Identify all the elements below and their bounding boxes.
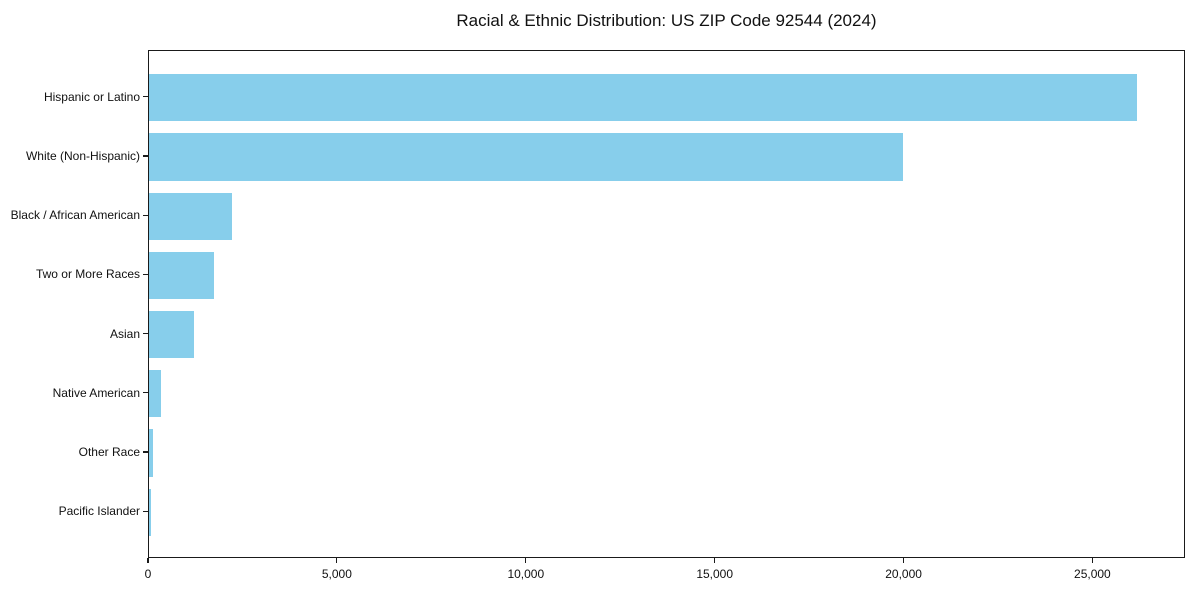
y-tick-mark: [143, 96, 148, 98]
y-tick-label-pacific-islander: Pacific Islander: [58, 504, 140, 519]
x-tick-label: 10,000: [507, 567, 545, 581]
y-tick-label-native-american: Native American: [52, 385, 140, 400]
x-tick-label: 20,000: [885, 567, 922, 581]
y-tick-label-hispanic-or-latino: Hispanic or Latino: [43, 89, 140, 104]
x-tick-mark: [903, 558, 905, 563]
x-tick-mark: [714, 558, 716, 563]
bar-other-race: [149, 429, 153, 477]
x-tick-mark: [336, 558, 338, 563]
bar-hispanic-or-latino: [149, 74, 1137, 122]
chart-title: Racial & Ethnic Distribution: US ZIP Cod…: [456, 11, 877, 30]
x-tick-mark: [1091, 558, 1093, 563]
x-tick-label: 0: [144, 567, 152, 581]
bar-native-american: [149, 370, 161, 418]
y-tick-mark: [143, 451, 148, 453]
bar-black-african-american: [149, 192, 233, 240]
x-tick-mark: [147, 558, 149, 563]
y-tick-label-asian: Asian: [109, 326, 140, 341]
bar-pacific-islander: [149, 488, 151, 536]
y-tick-label-black-african-american: Black / African American: [10, 208, 140, 223]
y-tick-label-other-race: Other Race: [78, 445, 140, 459]
y-tick-mark: [143, 155, 148, 157]
x-tick-label: 5,000: [321, 567, 352, 581]
bar-two-or-more-races: [149, 251, 214, 300]
y-tick-mark: [143, 392, 148, 394]
x-tick-label: 25,000: [1074, 567, 1111, 581]
bar-asian: [149, 310, 194, 359]
x-tick-mark: [525, 558, 527, 563]
y-tick-label-white-non-hispanic: White (Non-Hispanic): [25, 149, 140, 163]
y-tick-mark: [143, 214, 148, 216]
y-tick-label-two-or-more-races: Two or More Races: [35, 267, 140, 282]
y-tick-mark: [143, 273, 148, 275]
y-tick-mark: [143, 333, 148, 335]
x-tick-label: 15,000: [696, 567, 734, 581]
y-tick-mark: [143, 510, 148, 512]
plot-area: [148, 50, 1185, 558]
bar-white-non-hispanic: [149, 133, 903, 181]
